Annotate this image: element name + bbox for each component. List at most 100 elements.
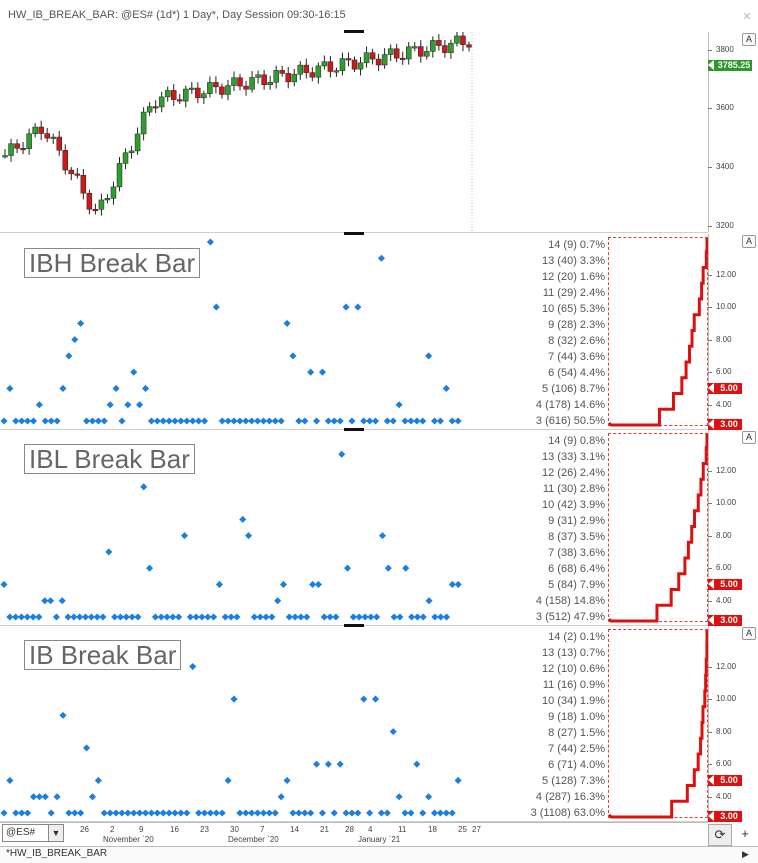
date-axis-tick: 2 bbox=[110, 825, 115, 834]
break-bar-dot bbox=[250, 613, 258, 621]
pane-resize-handle[interactable] bbox=[344, 232, 364, 235]
break-bar-dot bbox=[448, 580, 456, 588]
candle-body bbox=[442, 45, 448, 53]
chevron-down-icon[interactable]: ▼ bbox=[48, 825, 63, 841]
break-bar-dot bbox=[151, 613, 159, 621]
workspace-tab[interactable]: *HW_IB_BREAK_BAR bbox=[6, 848, 108, 859]
break-bar-dot bbox=[297, 613, 305, 621]
frequency-stat-row: 9 (31) 2.9% bbox=[548, 515, 605, 527]
indicator-axis[interactable] bbox=[708, 430, 741, 625]
indicator-axis-tick: 10.00 bbox=[716, 498, 737, 508]
break-bar-dot bbox=[360, 417, 368, 425]
frequency-stat-row: 14 (2) 0.1% bbox=[548, 631, 605, 643]
break-bar-dot bbox=[242, 809, 250, 817]
indicator-pane-toggle-button[interactable]: A bbox=[742, 627, 756, 640]
break-bar-dots bbox=[0, 663, 462, 817]
date-axis-tick: 16 bbox=[170, 825, 179, 834]
indicator-pane-toggle-button[interactable]: A bbox=[742, 235, 756, 248]
break-bar-dot bbox=[146, 564, 154, 572]
break-bar-dot bbox=[83, 417, 91, 425]
indicator-axis-tickmark bbox=[708, 372, 712, 374]
indicator-pane[interactable]: IBH Break Bar 14 (9) 0.7% 13 (40) 3.3% 12 (… bbox=[0, 232, 709, 430]
break-bar-dot bbox=[265, 417, 273, 425]
indicator-pane[interactable]: IBL Break Bar 14 (9) 0.8% 13 (33) 3.1% 12 (… bbox=[0, 428, 709, 626]
break-bar-dot bbox=[318, 809, 326, 817]
break-bar-dot bbox=[256, 613, 264, 621]
indicator-axis-tick: 4.00 bbox=[716, 399, 732, 409]
candle-body bbox=[80, 174, 87, 194]
indicator-axis[interactable] bbox=[708, 234, 741, 429]
price-axis-tickmark bbox=[708, 108, 712, 110]
candle-body bbox=[333, 70, 340, 73]
pane-resize-handle[interactable] bbox=[344, 428, 364, 431]
close-icon[interactable]: ✕ bbox=[742, 11, 752, 23]
break-bar-dot bbox=[71, 809, 79, 817]
candlestick-chart bbox=[2, 32, 473, 232]
pane-resize-handle[interactable] bbox=[344, 30, 364, 33]
candle-body bbox=[303, 64, 310, 73]
break-bar-dot bbox=[147, 809, 155, 817]
break-bar-dot bbox=[283, 776, 291, 784]
symbol-selector[interactable]: @ES# ▼ bbox=[2, 824, 64, 842]
frequency-stat-row: 7 (38) 3.6% bbox=[548, 547, 605, 559]
break-bar-dot bbox=[142, 809, 150, 817]
break-bar-dot bbox=[367, 613, 375, 621]
break-bar-dot bbox=[47, 809, 55, 817]
candle-body bbox=[357, 62, 364, 70]
break-bar-dot bbox=[47, 417, 55, 425]
scroll-right-icon[interactable]: ▶ bbox=[742, 849, 749, 859]
candle-body bbox=[44, 133, 50, 139]
candle-body bbox=[381, 54, 388, 66]
candle-body bbox=[189, 87, 195, 90]
price-axis[interactable] bbox=[708, 32, 741, 232]
candle-body bbox=[424, 51, 430, 57]
candle-body bbox=[436, 40, 442, 46]
distribution-box bbox=[608, 629, 709, 819]
refresh-icon[interactable]: ⟳ bbox=[708, 824, 732, 846]
date-axis-tick: 14 bbox=[290, 825, 299, 834]
break-bar-dot bbox=[348, 417, 356, 425]
indicator-axis-tickmark bbox=[708, 404, 712, 406]
break-bar-dot bbox=[303, 613, 311, 621]
break-bar-dot bbox=[454, 417, 462, 425]
break-bar-dot bbox=[186, 613, 194, 621]
symbol-value: @ES# bbox=[6, 827, 36, 838]
frequency-stat-row: 10 (42) 3.9% bbox=[542, 499, 605, 511]
candle-body bbox=[158, 96, 165, 108]
break-bar-dot bbox=[93, 613, 101, 621]
break-bar-dot bbox=[6, 384, 14, 392]
break-bar-dot bbox=[425, 352, 433, 360]
indicator-axis-tickmark bbox=[708, 339, 712, 341]
date-axis-tick: 11 bbox=[398, 825, 407, 834]
date-axis-tick: 7 bbox=[260, 825, 265, 834]
price-pane[interactable] bbox=[0, 30, 708, 233]
indicator-axis[interactable] bbox=[708, 626, 741, 821]
date-axis-tick: 27 bbox=[472, 825, 481, 834]
break-bar-dot bbox=[177, 809, 185, 817]
break-bar-dot bbox=[218, 417, 226, 425]
indicator-pane-toggle-button[interactable]: A bbox=[742, 431, 756, 444]
break-bar-dot bbox=[94, 417, 102, 425]
frequency-stat-row: 14 (9) 0.8% bbox=[548, 435, 605, 447]
price-pane-toggle-button[interactable]: A bbox=[742, 33, 756, 46]
add-icon[interactable]: + bbox=[741, 826, 749, 841]
break-bar-dot bbox=[291, 613, 299, 621]
frequency-stat-row: 4 (178) 14.6% bbox=[535, 399, 605, 411]
indicator-pane[interactable]: IB Break Bar 14 (2) 0.1% 13 (13) 0.7% 12 (1… bbox=[0, 624, 709, 822]
distribution-step-line bbox=[609, 238, 709, 427]
break-bar-dot bbox=[41, 793, 49, 801]
pane-resize-handle[interactable] bbox=[344, 624, 364, 627]
break-bar-dot bbox=[309, 580, 317, 588]
candle-body bbox=[56, 136, 62, 151]
break-bar-dot bbox=[295, 417, 303, 425]
break-bar-dot bbox=[12, 809, 20, 817]
break-bar-dot bbox=[169, 613, 177, 621]
break-bar-dot bbox=[236, 417, 244, 425]
break-bar-dot bbox=[378, 532, 387, 540]
break-bar-dot bbox=[100, 417, 108, 425]
candle-body bbox=[92, 209, 99, 212]
break-bar-dot bbox=[24, 417, 32, 425]
break-bar-dot bbox=[355, 613, 363, 621]
date-axis-tick: 9 bbox=[139, 825, 144, 834]
frequency-stat-row: 12 (10) 0.6% bbox=[542, 663, 605, 675]
